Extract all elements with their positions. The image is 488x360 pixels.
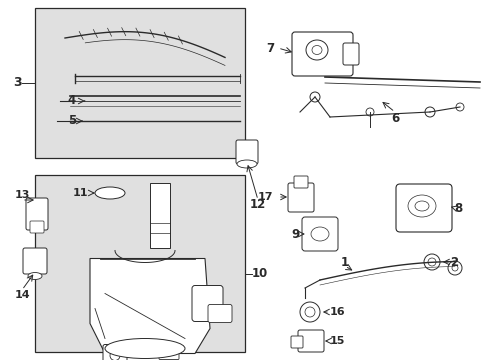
FancyBboxPatch shape — [103, 345, 127, 360]
Ellipse shape — [407, 195, 435, 217]
FancyBboxPatch shape — [302, 217, 337, 251]
Ellipse shape — [310, 227, 328, 241]
FancyBboxPatch shape — [30, 221, 44, 233]
FancyBboxPatch shape — [236, 140, 258, 164]
Circle shape — [427, 258, 435, 266]
Text: 6: 6 — [390, 112, 398, 125]
Text: 7: 7 — [265, 41, 273, 54]
Text: 10: 10 — [251, 267, 268, 280]
Bar — [35, 175, 244, 352]
Text: 9: 9 — [290, 228, 299, 240]
Circle shape — [309, 92, 319, 102]
FancyBboxPatch shape — [192, 285, 223, 321]
FancyBboxPatch shape — [290, 336, 303, 348]
Circle shape — [423, 254, 439, 270]
FancyBboxPatch shape — [293, 176, 307, 188]
FancyBboxPatch shape — [159, 346, 179, 360]
FancyBboxPatch shape — [287, 183, 313, 212]
Text: 11: 11 — [72, 188, 87, 198]
Polygon shape — [90, 258, 209, 354]
Text: 4: 4 — [68, 94, 76, 108]
FancyBboxPatch shape — [342, 43, 358, 65]
Circle shape — [451, 265, 457, 271]
Circle shape — [447, 261, 461, 275]
Text: 3: 3 — [14, 77, 22, 90]
FancyBboxPatch shape — [23, 248, 47, 274]
Bar — [150, 183, 170, 248]
FancyBboxPatch shape — [291, 32, 352, 76]
Circle shape — [455, 103, 463, 111]
Text: 17: 17 — [257, 192, 272, 202]
Text: 5: 5 — [68, 114, 76, 127]
Bar — [35, 8, 244, 158]
Ellipse shape — [105, 338, 184, 359]
Text: 13: 13 — [14, 190, 30, 200]
Text: 1: 1 — [340, 256, 348, 270]
Ellipse shape — [28, 273, 42, 279]
Ellipse shape — [414, 201, 428, 211]
Text: 15: 15 — [329, 336, 345, 346]
Circle shape — [110, 351, 120, 360]
Circle shape — [424, 107, 434, 117]
Ellipse shape — [311, 45, 321, 54]
Circle shape — [305, 307, 314, 317]
Text: 2: 2 — [449, 256, 457, 269]
Text: 12: 12 — [249, 198, 265, 211]
FancyBboxPatch shape — [207, 305, 231, 323]
Ellipse shape — [95, 187, 125, 199]
FancyBboxPatch shape — [26, 198, 48, 230]
FancyBboxPatch shape — [297, 330, 324, 352]
Text: 8: 8 — [453, 202, 461, 215]
Circle shape — [365, 108, 373, 116]
FancyBboxPatch shape — [395, 184, 451, 232]
Ellipse shape — [305, 40, 327, 60]
Text: 14: 14 — [14, 290, 30, 300]
Text: 16: 16 — [329, 307, 345, 317]
Ellipse shape — [237, 160, 257, 168]
Circle shape — [299, 302, 319, 322]
